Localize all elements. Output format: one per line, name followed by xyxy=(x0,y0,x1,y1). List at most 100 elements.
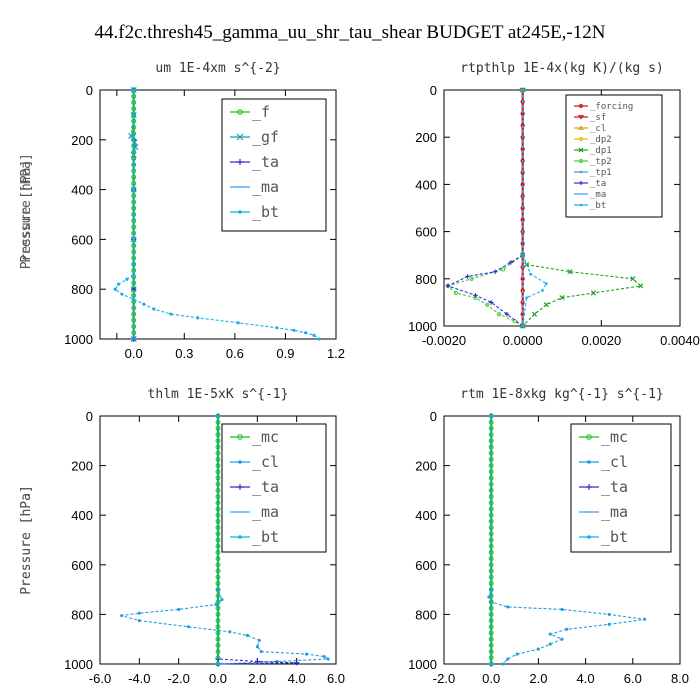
series-tp2 xyxy=(445,87,525,329)
series-line xyxy=(446,90,524,327)
data-point xyxy=(245,633,250,638)
data-point xyxy=(489,414,493,418)
y-tick-label: 1000 xyxy=(64,332,93,347)
y-tick-label: 400 xyxy=(71,508,93,523)
data-point xyxy=(220,597,224,602)
y-tick-label: 800 xyxy=(415,607,437,622)
data-point xyxy=(501,662,505,666)
data-point xyxy=(255,645,259,649)
x-tick-label: 2.0 xyxy=(529,671,547,686)
data-point xyxy=(215,574,221,580)
data-point xyxy=(607,622,611,626)
x-tick-label: 4.0 xyxy=(577,671,595,686)
legend-marker xyxy=(578,115,584,120)
data-point xyxy=(228,630,232,634)
data-point xyxy=(643,617,647,621)
x-tick-label: 1.2 xyxy=(327,346,345,361)
data-point xyxy=(508,260,514,265)
legend: _forcing_sf_cl_dp2_dp1_tp2_tp1_ta_ma_bt xyxy=(565,94,663,218)
data-point xyxy=(326,657,330,661)
data-point xyxy=(630,276,636,282)
data-point xyxy=(132,188,136,192)
y-tick-label: 200 xyxy=(71,459,93,474)
legend-marker xyxy=(586,434,592,440)
legend: _f _gf _ta _ma _bt xyxy=(221,98,327,232)
data-point xyxy=(488,500,494,506)
data-point xyxy=(488,525,494,531)
data-point xyxy=(489,588,493,592)
legend-marker xyxy=(237,109,243,115)
data-point xyxy=(487,595,491,599)
legend: _mc _cl _ta _ma _bt xyxy=(221,423,327,553)
data-point xyxy=(489,662,493,666)
legend-label: _cl xyxy=(590,124,606,134)
y-tick-label: 600 xyxy=(415,225,437,240)
data-point xyxy=(565,627,569,631)
data-point xyxy=(638,283,644,289)
data-point xyxy=(496,312,502,317)
legend-marker xyxy=(238,535,242,539)
data-point xyxy=(469,276,474,281)
data-point xyxy=(131,118,137,124)
series-bt xyxy=(489,414,493,666)
x-tick-label: 0.3 xyxy=(175,346,193,361)
x-tick-label: 0.0020 xyxy=(581,333,621,348)
y-axis-label: Pressure [hPa] xyxy=(19,485,34,595)
legend-marker xyxy=(579,170,583,174)
data-point xyxy=(132,237,136,241)
y-tick-label: 1000 xyxy=(408,657,437,672)
data-point xyxy=(525,296,528,299)
y-tick-label: 0 xyxy=(86,409,93,424)
legend-label: _ma xyxy=(590,190,606,200)
data-point xyxy=(152,307,156,311)
data-point xyxy=(504,312,510,317)
data-point xyxy=(322,655,326,659)
data-point xyxy=(465,274,470,279)
data-point xyxy=(489,300,494,305)
data-point xyxy=(130,151,137,158)
data-point xyxy=(215,549,221,555)
data-point xyxy=(473,293,478,298)
data-point xyxy=(521,253,524,257)
legend: _mc _cl _ta _ma _bt xyxy=(570,423,672,553)
chart-panel-4: rtm 1E-8xkg kg^{-1} s^{-1} Pressure [hPa]… xyxy=(19,387,689,686)
panel-title: rtm 1E-8xkg kg^{-1} s^{-1} xyxy=(460,387,664,402)
legend-box xyxy=(565,94,663,218)
y-tick-label: 400 xyxy=(415,177,437,192)
data-point xyxy=(169,312,173,316)
legend-label: _bt xyxy=(252,203,279,221)
chart-panel-1: um 1E-4xm s^{-2} Pressure [hPa] 0.0 0.3 0.6 0… xyxy=(19,61,345,361)
data-point xyxy=(132,262,136,266)
data-point xyxy=(236,321,240,325)
y-tick-label: 600 xyxy=(71,232,93,247)
y-tick-label: 1000 xyxy=(64,657,93,672)
data-point xyxy=(445,283,451,289)
data-point xyxy=(488,574,494,580)
legend-marker xyxy=(578,125,584,130)
y-axis-label: Pressure [hPa] xyxy=(19,485,34,595)
series-bt xyxy=(216,414,220,666)
series-bt xyxy=(113,88,321,341)
data-point xyxy=(541,289,544,292)
legend-box xyxy=(570,423,672,553)
data-point xyxy=(548,632,552,636)
x-tick-label: 0.0 xyxy=(482,671,500,686)
x-tick-label: 0.9 xyxy=(276,346,294,361)
data-point xyxy=(529,272,532,276)
legend-label: _mc xyxy=(601,428,628,446)
legend-marker xyxy=(237,434,243,440)
panel-title: thlm 1E-5xK s^{-1} xyxy=(148,387,289,402)
legend-marker xyxy=(237,484,243,490)
y-tick-label: 200 xyxy=(71,133,93,148)
data-point xyxy=(132,138,136,142)
data-point xyxy=(536,647,540,651)
x-tick-label: 6.0 xyxy=(624,671,642,686)
x-tick-label: 2.0 xyxy=(248,671,266,686)
legend-label: _ta xyxy=(590,179,606,189)
data-point xyxy=(304,652,309,656)
legend-label: _bt xyxy=(252,528,279,546)
data-point xyxy=(137,619,141,623)
legend-label: _tp2 xyxy=(590,157,612,167)
series-bt xyxy=(521,88,548,328)
